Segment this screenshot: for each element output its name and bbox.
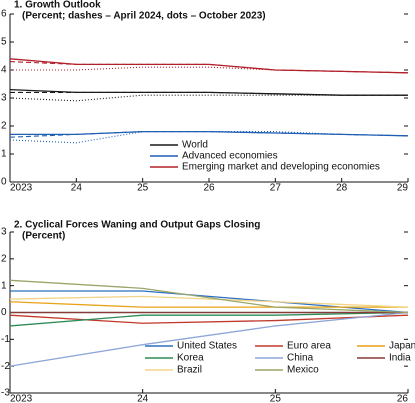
y-tick-label: 2 bbox=[1, 121, 7, 132]
series-line bbox=[9, 58, 409, 74]
series-line bbox=[10, 66, 409, 74]
y-tick-label: 0 bbox=[1, 307, 7, 318]
y-tick-label: 0 bbox=[1, 177, 7, 188]
series-line bbox=[9, 94, 408, 102]
series-line bbox=[9, 301, 408, 308]
x-tick-label: 26 bbox=[203, 183, 215, 194]
legend-label: Brazil bbox=[177, 365, 202, 376]
legend-label: Euro area bbox=[287, 341, 331, 352]
x-tick-label: 27 bbox=[270, 183, 282, 194]
x-tick-label: 29 bbox=[397, 183, 409, 194]
series-line bbox=[9, 61, 409, 74]
series-line bbox=[9, 131, 409, 144]
legend-label: United States bbox=[177, 341, 237, 352]
chart-title: 2. Cyclical Forces Waning and Output Gap… bbox=[14, 220, 260, 231]
y-tick-label: 6 bbox=[1, 9, 7, 20]
y-tick-label: 3 bbox=[1, 227, 7, 238]
series-line bbox=[9, 131, 409, 138]
series-line bbox=[9, 314, 409, 324]
legend-label: Emerging market and developing economies bbox=[182, 162, 380, 173]
chart-title: 1. Growth Outlook bbox=[14, 0, 101, 11]
series-line bbox=[9, 311, 409, 327]
legend-label: World bbox=[182, 140, 208, 151]
y-tick-label: 3 bbox=[1, 93, 7, 104]
legend-label: China bbox=[287, 353, 314, 364]
series-line bbox=[10, 91, 408, 96]
series-line bbox=[9, 295, 409, 308]
y-tick-label: -2 bbox=[1, 361, 10, 372]
x-tick-label: 24 bbox=[137, 394, 149, 403]
y-tick-label: 4 bbox=[1, 65, 7, 76]
x-tick-label: 25 bbox=[270, 394, 282, 403]
y-tick-label: -1 bbox=[1, 334, 10, 345]
x-tick-label: 28 bbox=[336, 183, 348, 194]
y-tick-label: 1 bbox=[1, 149, 7, 160]
series-line bbox=[9, 279, 409, 314]
x-tick-label: 25 bbox=[137, 183, 149, 194]
series-line bbox=[10, 290, 409, 314]
chart-subtitle: (Percent) bbox=[22, 231, 65, 242]
x-tick-label: 2023 bbox=[10, 394, 33, 403]
legend-label: Korea bbox=[177, 353, 204, 364]
y-tick-label: 1 bbox=[1, 280, 7, 291]
legend-label: Mexico bbox=[287, 365, 319, 376]
legend-label: India bbox=[389, 353, 411, 364]
chart-subtitle: (Percent; dashes – April 2024, dots – Oc… bbox=[22, 11, 266, 22]
y-tick-label: 5 bbox=[1, 37, 7, 48]
x-tick-label: 24 bbox=[71, 183, 83, 194]
series-line bbox=[9, 311, 409, 367]
legend-label: Japan bbox=[389, 341, 415, 352]
y-tick-label: -3 bbox=[1, 388, 10, 399]
x-tick-label: 26 bbox=[397, 394, 409, 403]
x-tick-label: 2023 bbox=[10, 183, 33, 194]
y-tick-label: 2 bbox=[1, 253, 7, 264]
legend-label: Advanced economies bbox=[182, 151, 278, 162]
